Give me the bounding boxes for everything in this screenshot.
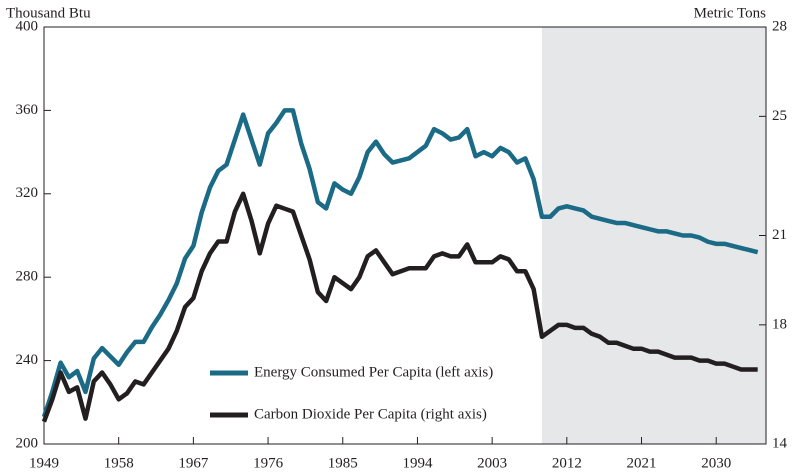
y-tick-label: 360 <box>16 102 39 118</box>
y2-axis-label: Metric Tons <box>694 5 767 21</box>
x-tick-label: 1967 <box>178 455 209 471</box>
y-tick-label: 240 <box>16 352 39 368</box>
x-tick-label: 1976 <box>253 455 284 471</box>
y2-tick-label: 18 <box>772 316 787 332</box>
x-tick-label: 2012 <box>552 455 582 471</box>
y2-tick-label: 25 <box>772 108 787 124</box>
x-tick-label: 1985 <box>328 455 358 471</box>
series-line <box>41 191 758 423</box>
x-tick-label: 2030 <box>701 455 731 471</box>
legend-label: Carbon Dioxide Per Capita (right axis) <box>254 406 487 422</box>
y2-tick-label: 28 <box>772 18 787 34</box>
y-tick-label: 400 <box>16 18 39 34</box>
x-tick-label: 2021 <box>627 455 657 471</box>
y-tick-label: 280 <box>16 269 39 285</box>
y-tick-label: 320 <box>16 185 39 201</box>
y2-tick-label: 21 <box>772 227 787 243</box>
y2-tick-label: 14 <box>772 435 788 451</box>
y-axis-label: Thousand Btu <box>6 5 91 21</box>
x-tick-label: 2003 <box>477 455 507 471</box>
forecast-shade <box>541 27 766 444</box>
x-tick-label: 1994 <box>402 455 433 471</box>
series-line <box>41 108 759 418</box>
x-tick-label: 1949 <box>29 455 59 471</box>
x-tick-label: 1958 <box>104 455 134 471</box>
y-tick-label: 200 <box>16 435 39 451</box>
legend-label: Energy Consumed Per Capita (left axis) <box>254 364 493 380</box>
